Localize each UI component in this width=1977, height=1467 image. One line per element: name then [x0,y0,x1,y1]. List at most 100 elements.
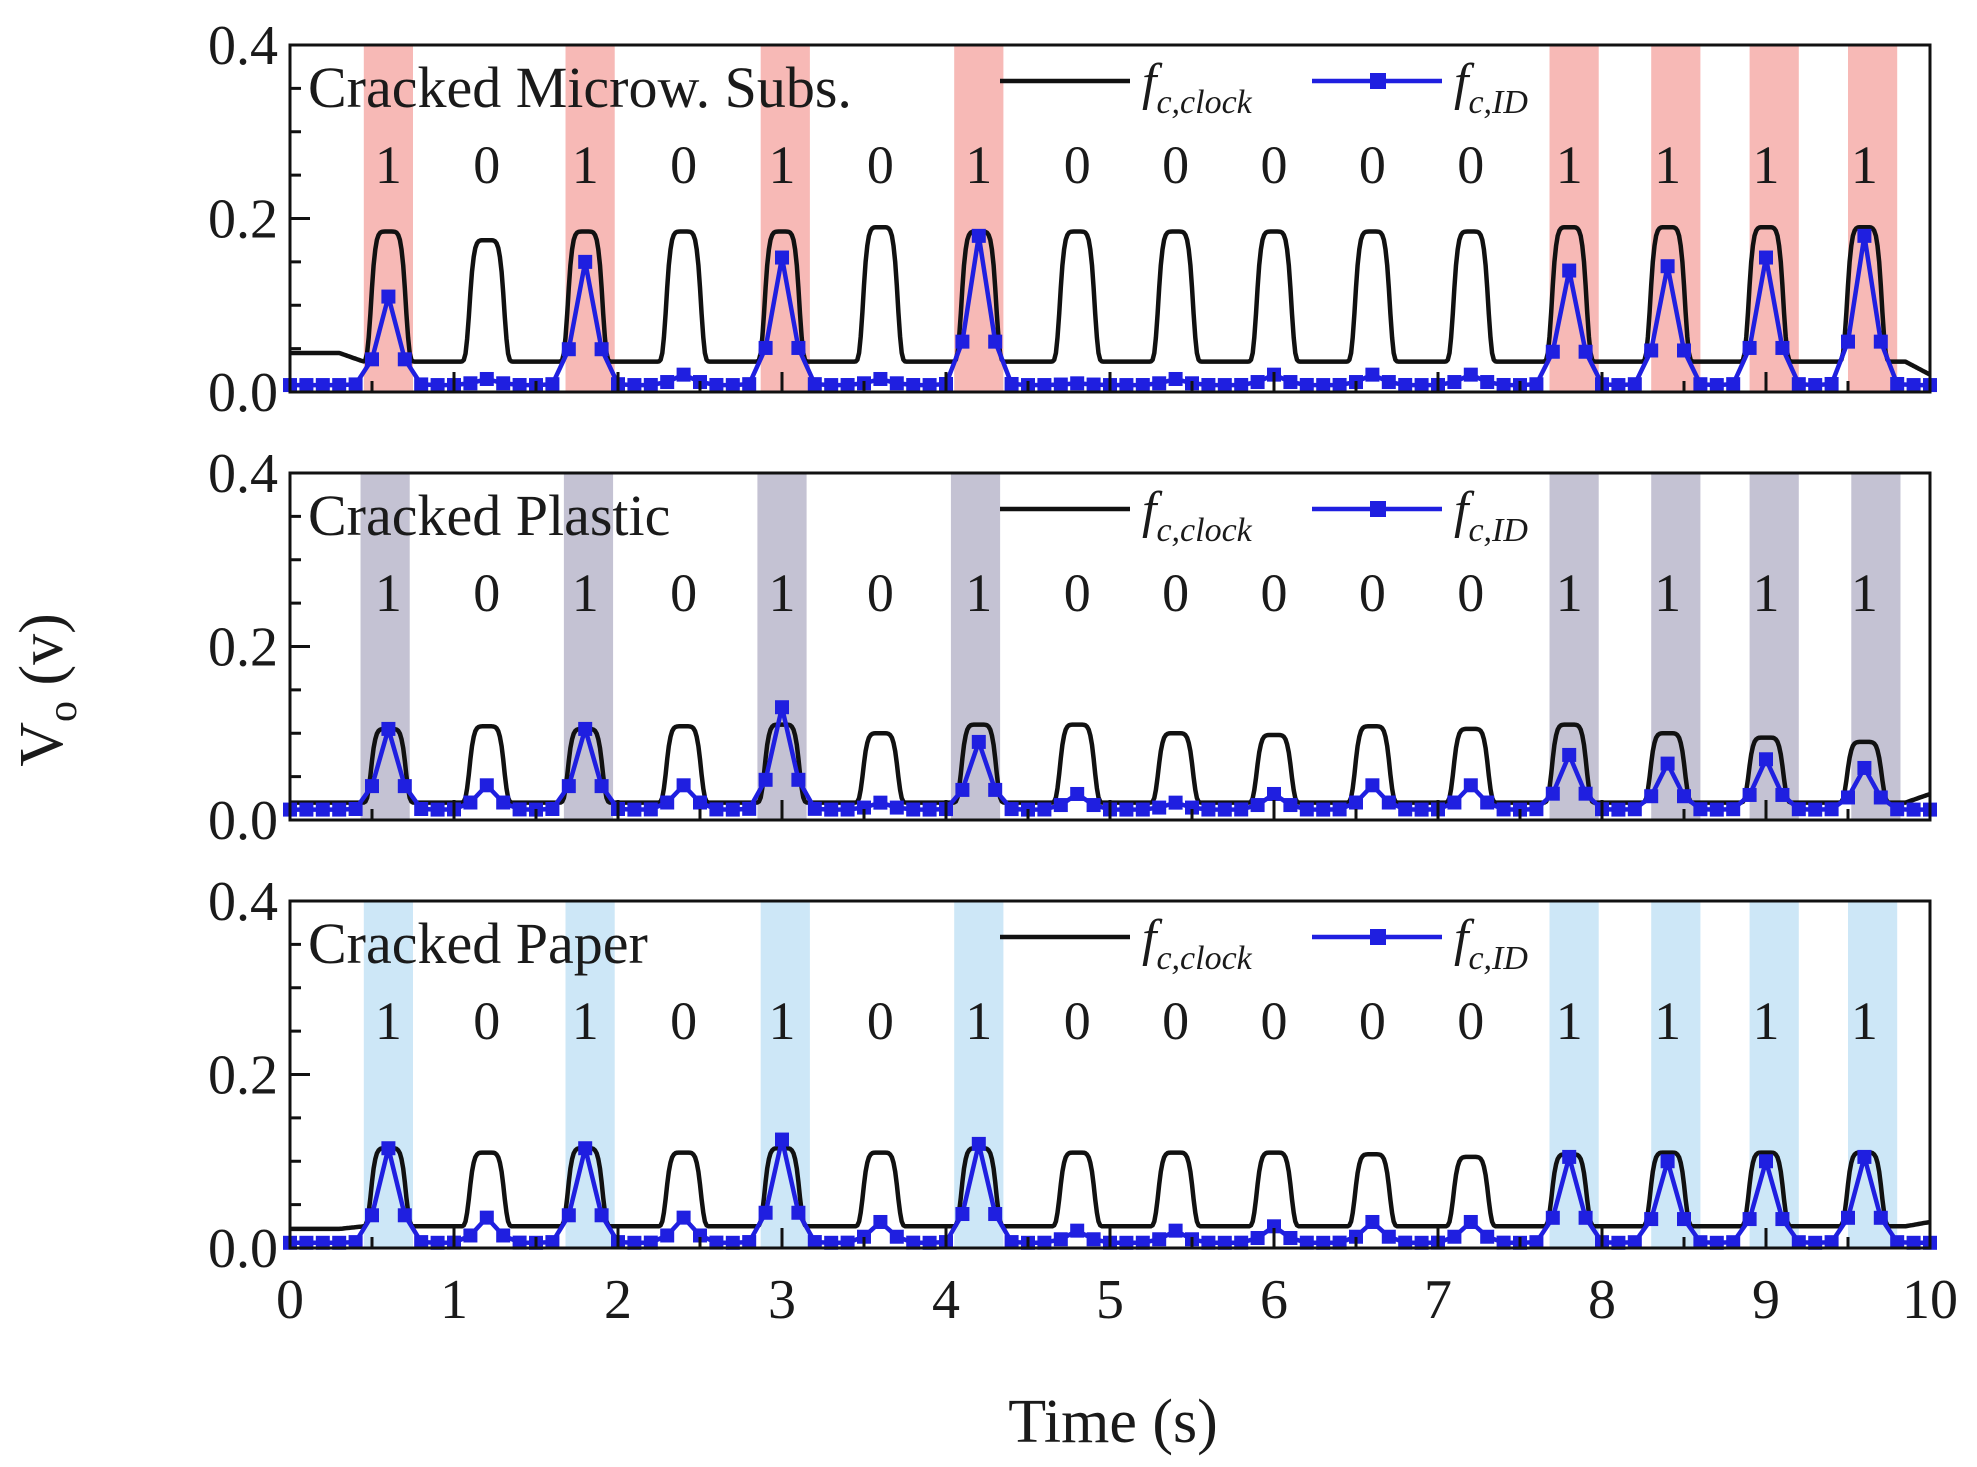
series-fc-id-point [1873,790,1888,805]
series-fc-id-point [807,1235,822,1250]
series-fc-id-point [1119,378,1134,393]
series-fc-id-point [1004,1235,1019,1250]
series-fc-id-point [1217,802,1232,817]
series-fc-id-point [1890,802,1905,817]
series-fc-id-point [1890,376,1905,391]
series-fc-id-point [857,800,871,815]
series-fc-id-point [414,802,429,817]
series-fc-id-point [1135,802,1150,817]
bit-label: 0 [1457,991,1484,1051]
series-fc-id-point [1857,760,1872,775]
series-fc-id-point [1250,1230,1265,1245]
bit-label: 1 [1654,135,1681,195]
series-fc-id-point [1726,377,1741,392]
x-tick-label: 0 [276,1269,304,1331]
series-fc-id-point [594,1208,609,1223]
series-fc-id-point [1873,334,1888,349]
series-fc-id-point [381,1141,396,1156]
series-fc-id-point [1234,1235,1249,1250]
legend-label-sub: c,clock [1156,84,1252,121]
series-fc-id-point [1299,1235,1314,1250]
series-fc-id-point [1644,789,1659,804]
highlight-band [1749,45,1799,392]
series-fc-id-point [725,1235,740,1250]
series-fc-id-point [1152,1232,1167,1247]
series-fc-id-point [1824,1235,1839,1250]
series-fc-id-point [1185,800,1199,815]
series-fc-id-point [791,340,806,355]
series-fc-id-point [873,371,888,386]
series-fc-id-point [594,779,609,794]
series-fc-id-point [676,1210,691,1225]
series-fc-id-point [1316,378,1331,393]
series-fc-id-point [1611,1235,1626,1250]
x-tick-label: 1 [440,1269,468,1331]
series-fc-id-point [1693,1235,1708,1250]
highlight-band [1749,473,1799,820]
y-tick-label: 0.2 [208,617,278,679]
highlight-band [1848,45,1898,392]
series-fc-id-point [1709,1235,1724,1250]
legend-label-sub: c,clock [1156,512,1252,549]
series-fc-id-point [365,352,379,367]
series-fc-id-point [1168,371,1183,386]
series-fc-id-point [1808,378,1823,393]
series-fc-id-point [758,1205,773,1220]
series-fc-id-point [1414,802,1429,817]
series-fc-id-point [1398,377,1413,392]
series-fc-id-point [1857,1149,1872,1164]
series-fc-id-point [1447,1229,1462,1244]
series-fc-id-point [561,779,576,794]
series-fc-id-point [889,800,904,815]
series-fc-id-point [660,375,675,390]
series-fc-id-point [1135,378,1150,393]
series-fc-id-point [512,378,527,393]
series-fc-id-point [955,1207,970,1222]
series-fc-id-point [1037,802,1052,817]
series-fc-id-point [1890,1235,1905,1250]
legend-marker [1370,501,1386,517]
series-fc-id-point [332,802,347,817]
series-fc-id-point [1677,1212,1691,1227]
series-fc-id-point [1759,752,1773,767]
y-tick-label: 0.2 [208,1045,278,1107]
bit-label: 0 [867,563,894,623]
series-fc-id-point [299,378,314,393]
series-fc-id-point [315,802,330,817]
series-fc-id-point [1250,375,1265,390]
series-fc-id-point [1004,802,1019,817]
series-fc-id-point [824,802,839,817]
bit-label: 1 [1753,991,1780,1051]
y-tick-label: 0.0 [208,1218,278,1280]
bit-label: 0 [867,991,894,1051]
series-fc-id-point [463,795,478,810]
series-fc-id-point [791,1205,806,1220]
series-fc-id-point [1824,802,1839,817]
series-fc-id-point [824,378,839,393]
series-fc-id-point [1627,377,1642,392]
series-fc-id-point [1693,802,1708,817]
series-fc-id-point [414,377,429,392]
legend-label: fc,clock [1142,54,1253,121]
series-fc-id-point [1053,798,1068,813]
bit-label: 0 [670,135,697,195]
series-fc-id-point [381,721,396,736]
series-fc-id-point [1841,334,1855,349]
series-fc-id-point [1480,1229,1495,1244]
series-fc-id-point [1693,377,1708,392]
series-fc-id-point [807,801,822,816]
series-fc-id-point [1775,1212,1790,1227]
series-fc-id-point [627,378,642,393]
series-fc-id-point [709,1235,724,1250]
series-fc-id-point [512,1235,527,1250]
x-axis-title: Time (s) [1008,1388,1218,1456]
series-fc-id-point [1562,263,1577,278]
series-fc-id-point [643,1235,658,1250]
series-fc-id-point [1660,1154,1675,1169]
series-fc-id-point [1611,378,1626,393]
series-fc-id-point [1086,1232,1101,1247]
series-fc-id-point [496,376,511,391]
series-fc-id-point [1152,800,1167,815]
series-fc-id-point [315,378,330,393]
series-fc-id-point [1168,795,1183,810]
